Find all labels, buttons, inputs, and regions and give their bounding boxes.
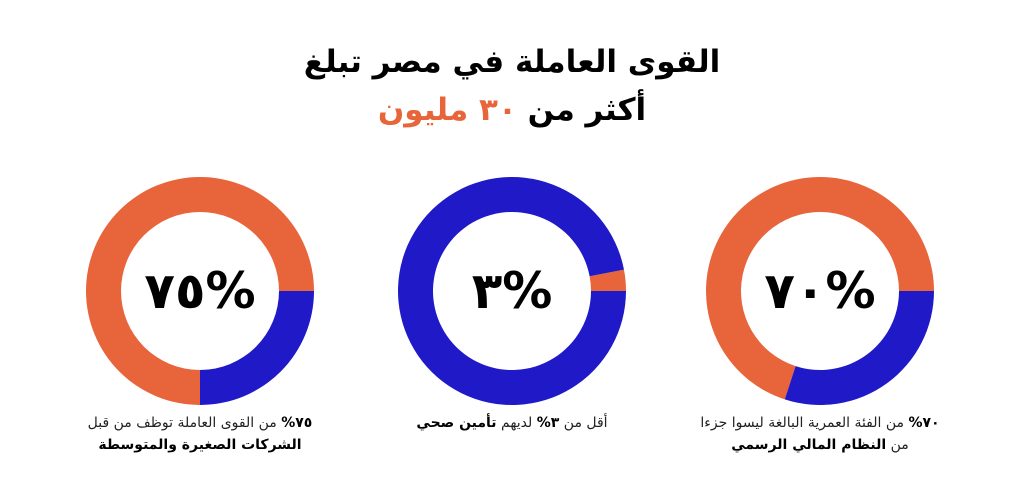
donut-svg-75 <box>86 177 314 405</box>
slice-blue <box>200 291 314 405</box>
caption-70-pct: ٧٠% <box>908 415 940 431</box>
caption-3-pre: أقل من <box>563 415 608 431</box>
donut-svg-3 <box>398 176 626 405</box>
donut-label-3: %٣ <box>471 262 553 320</box>
caption-70-line2: من النظام المالي الرسمي <box>670 434 970 456</box>
caption-75-bold: الشركات الصغيرة والمتوسطة <box>98 437 302 453</box>
caption-70-bold: النظام المالي الرسمي <box>731 437 887 453</box>
caption-3-text: لديهم <box>501 415 533 431</box>
caption-75: ٧٥% من القوى العاملة توظف من قبل الشركات… <box>50 412 350 456</box>
caption-3: أقل من ٣% لديهم تأمين صحي <box>362 412 662 434</box>
caption-75-line1: ٧٥% من القوى العاملة توظف من قبل <box>50 412 350 434</box>
caption-3-pct: ٣% <box>536 415 560 431</box>
caption-70-line1: ٧٠% من الفئة العمرية البالغة ليسوا جزءا <box>670 412 970 434</box>
title-line-2: أكثر من ٣٠ مليون <box>0 86 1024 134</box>
caption-3-line1: أقل من ٣% لديهم تأمين صحي <box>362 412 662 434</box>
caption-70: ٧٠% من الفئة العمرية البالغة ليسوا جزءا … <box>670 412 970 456</box>
caption-75-line2: الشركات الصغيرة والمتوسطة <box>50 434 350 456</box>
title-line-2-text: أكثر من <box>527 92 647 128</box>
slice-blue <box>398 176 626 405</box>
donut-label-70: %٧٠ <box>764 262 876 320</box>
donut-label-75: %٧٥ <box>144 262 256 320</box>
slice-orange <box>589 269 626 291</box>
caption-75-text: من القوى العاملة توظف من قبل <box>87 415 277 431</box>
donut-chart-3: %٣ <box>396 175 628 407</box>
title-line-1: القوى العاملة في مصر تبلغ <box>303 44 721 80</box>
caption-70-text1: من الفئة العمرية البالغة ليسوا جزءا <box>700 415 905 431</box>
caption-3-bold: تأمين صحي <box>416 415 497 431</box>
caption-70-text2: من <box>890 437 909 453</box>
donut-chart-70: %٧٠ <box>704 175 936 407</box>
donut-chart-75: %٧٥ <box>84 175 316 407</box>
caption-75-pct: ٧٥% <box>281 415 313 431</box>
title-highlight: ٣٠ مليون <box>377 92 517 128</box>
slice-blue <box>784 291 934 405</box>
donut-svg-70 <box>706 177 934 405</box>
page-title: القوى العاملة في مصر تبلغ أكثر من ٣٠ ملي… <box>0 38 1024 134</box>
slice-orange <box>706 177 934 400</box>
slice-orange <box>86 177 314 405</box>
